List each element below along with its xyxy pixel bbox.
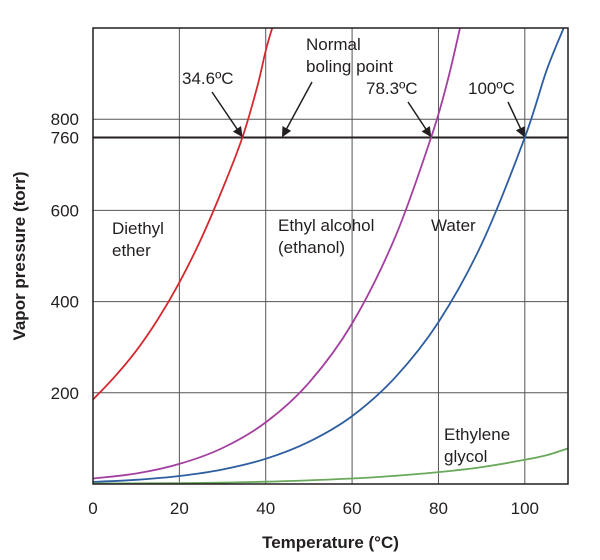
boiling-point-label: 34.6ºC bbox=[182, 69, 234, 88]
x-axis-tick-labels: 0 20 40 60 80 100 bbox=[88, 499, 539, 518]
y-tick-label: 400 bbox=[51, 293, 79, 312]
boiling-point-arrow bbox=[211, 91, 243, 138]
x-tick-label: 40 bbox=[256, 499, 275, 518]
curve-ethylene-glycol bbox=[93, 447, 568, 484]
annotation-arrows bbox=[211, 81, 525, 138]
y-tick-label: 600 bbox=[51, 201, 79, 220]
normal-boiling-point-arrow bbox=[282, 81, 313, 138]
y-tick-label: 200 bbox=[51, 384, 79, 403]
x-tick-label: 0 bbox=[88, 499, 97, 518]
series-label: Ethyl alcohol (ethanol) bbox=[278, 216, 374, 257]
grid-lines bbox=[93, 28, 568, 484]
boiling-point-label: 78.3ºC bbox=[366, 79, 418, 98]
curve-diethyl-ether bbox=[93, 28, 274, 401]
curve-ethyl-alcohol-ethanol bbox=[93, 28, 461, 480]
boiling-point-arrow bbox=[407, 101, 432, 138]
x-tick-label: 80 bbox=[429, 499, 448, 518]
y-tick-label: 800 bbox=[51, 110, 79, 129]
series-label: Ethylene glycol bbox=[444, 425, 510, 466]
curve-water bbox=[93, 28, 565, 483]
series-label: Diethyl ether bbox=[112, 219, 164, 260]
annotations: Normal boling point 34.6ºC 78.3ºC 100ºC Dieth… bbox=[112, 35, 515, 466]
series-curves bbox=[93, 28, 568, 484]
x-tick-label: 20 bbox=[170, 499, 189, 518]
boiling-point-arrow bbox=[507, 101, 525, 138]
y-axis-title: Vapor pressure (torr) bbox=[10, 171, 29, 340]
normal-boiling-point-label: Normal boling point bbox=[306, 35, 393, 76]
x-tick-label: 100 bbox=[511, 499, 539, 518]
plot-frame bbox=[92, 27, 569, 485]
series-label: Water bbox=[431, 216, 476, 235]
x-axis-title: Temperature (°C) bbox=[262, 533, 399, 552]
x-tick-label: 60 bbox=[343, 499, 362, 518]
y-tick-label: 760 bbox=[51, 128, 79, 147]
boiling-point-label: 100ºC bbox=[468, 79, 515, 98]
